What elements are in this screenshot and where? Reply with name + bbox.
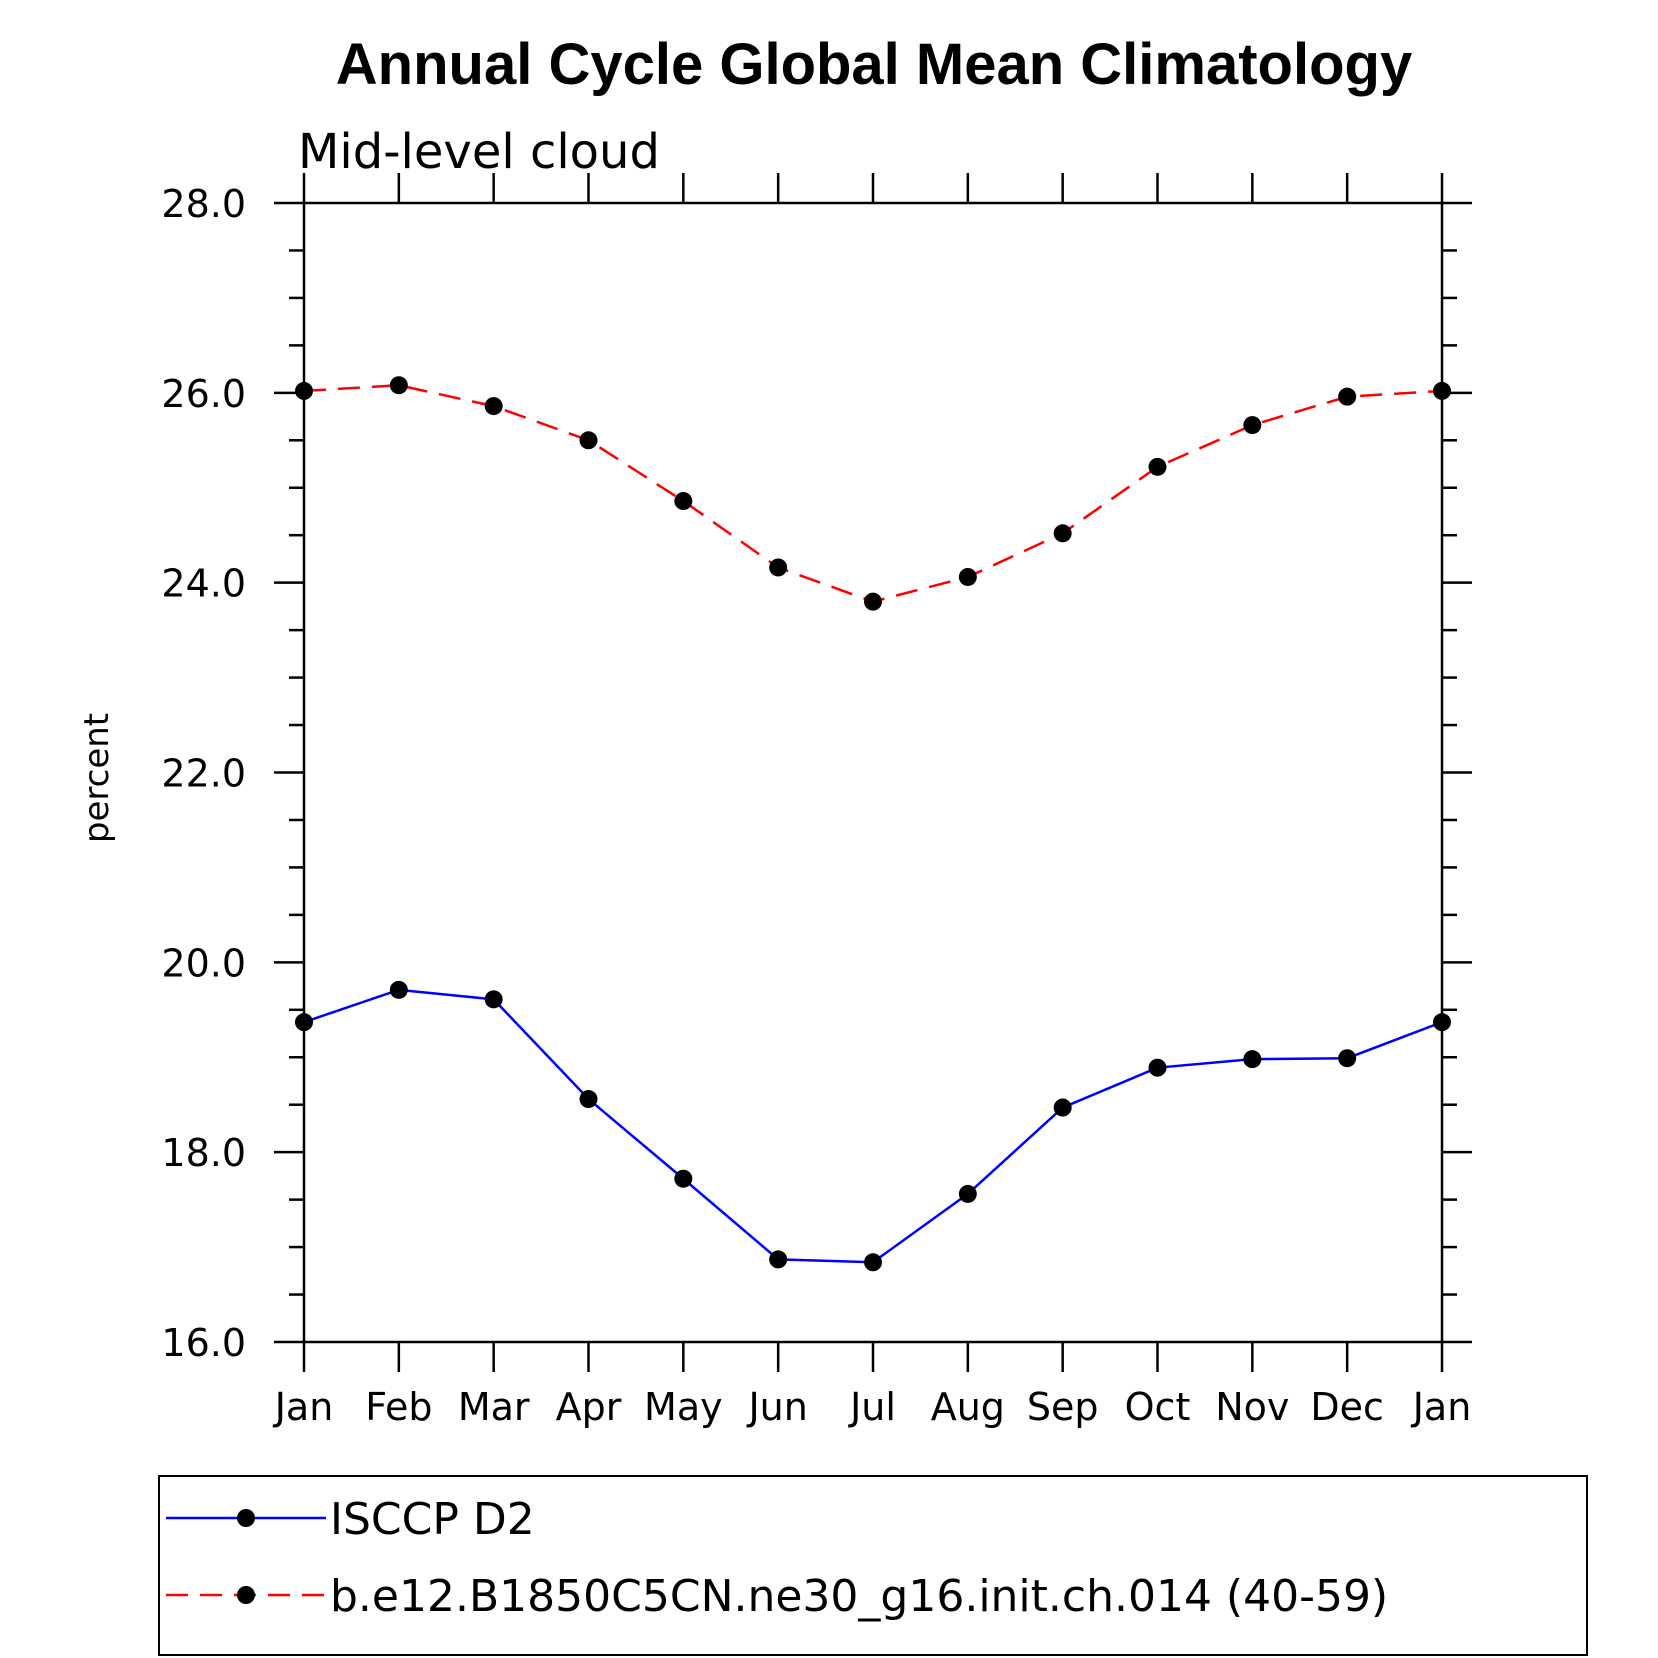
y-tick-label: 26.0 — [161, 372, 246, 416]
y-tick-label: 16.0 — [161, 1321, 246, 1365]
data-point — [864, 592, 882, 611]
data-point — [579, 1090, 598, 1109]
data-point — [295, 381, 313, 400]
x-tick-label: Jan — [273, 1385, 334, 1429]
x-tick-label: Aug — [931, 1385, 1005, 1429]
data-point — [1148, 1058, 1167, 1077]
series-2 — [295, 376, 1451, 611]
x-tick-label: Jul — [848, 1385, 896, 1429]
data-point — [1148, 457, 1167, 476]
x-tick-label: Jan — [1411, 1385, 1472, 1429]
data-point — [1433, 1013, 1451, 1032]
legend-marker-1 — [237, 1509, 255, 1527]
data-point — [674, 1169, 693, 1188]
data-point — [1243, 416, 1262, 435]
x-tick-label: Jun — [746, 1385, 807, 1429]
data-point — [674, 492, 693, 511]
data-point — [1433, 381, 1451, 400]
y-tick-label: 22.0 — [161, 752, 246, 796]
series-layer — [295, 376, 1451, 1272]
series-1 — [295, 980, 1451, 1272]
x-tick-label: Nov — [1215, 1385, 1289, 1429]
data-point — [1243, 1050, 1262, 1069]
plot-frame — [302, 201, 1444, 1344]
data-point — [769, 1250, 788, 1269]
x-tick-label: Sep — [1027, 1385, 1099, 1429]
legend-marker-2 — [237, 1586, 255, 1604]
series-line — [303, 383, 1443, 603]
data-point — [1053, 1098, 1072, 1117]
legend: ISCCP D2 b.e12.B1850C5CN.ne30_g16.init.ch… — [158, 1475, 1588, 1656]
data-point — [1053, 524, 1072, 543]
y-axis-label: percent — [77, 713, 117, 843]
legend-label-2: b.e12.B1850C5CN.ne30_g16.init.ch.014 (40… — [330, 1571, 1388, 1622]
data-point — [864, 1253, 882, 1272]
chart-title: Annual Cycle Global Mean Climatology — [336, 32, 1412, 97]
data-point — [484, 397, 503, 416]
x-tick-label: Feb — [365, 1385, 432, 1429]
data-point — [389, 376, 408, 395]
legend-label-1: ISCCP D2 — [330, 1494, 535, 1545]
x-tick-label: Oct — [1125, 1385, 1191, 1429]
data-point — [295, 1013, 313, 1032]
x-tick-label: May — [644, 1385, 723, 1429]
x-tick-label: Apr — [556, 1385, 622, 1429]
data-point — [1338, 1049, 1357, 1068]
y-tick-label: 18.0 — [161, 1131, 246, 1175]
y-tick-label: 20.0 — [161, 941, 246, 985]
data-point — [389, 980, 408, 999]
data-point — [769, 558, 788, 577]
data-point — [1338, 387, 1357, 406]
data-point — [958, 1184, 977, 1203]
series-line — [303, 988, 1443, 1264]
data-point — [484, 990, 503, 1009]
x-tick-label: Dec — [1310, 1385, 1384, 1429]
x-tick-label: Mar — [458, 1385, 530, 1429]
data-point — [958, 567, 977, 586]
legend-box — [158, 1475, 1588, 1656]
chart-subtitle: Mid-level cloud — [298, 124, 660, 180]
axes: Jan Feb Mar Apr May Jun Jul Aug Sep Oct Nov Dec Jan 1… — [161, 173, 1472, 1429]
data-point — [579, 431, 598, 450]
y-tick-label: 24.0 — [161, 562, 246, 606]
y-tick-label: 28.0 — [161, 182, 246, 226]
